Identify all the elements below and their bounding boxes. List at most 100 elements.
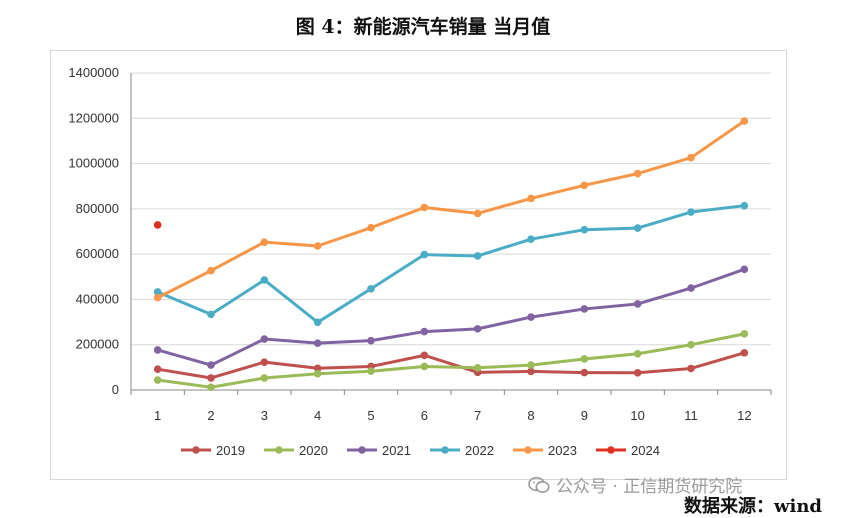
series-2019-point	[313, 364, 322, 373]
x-tick-label: 4	[314, 408, 321, 423]
series-2022-point	[527, 235, 535, 243]
series-2020-point	[367, 367, 375, 376]
legend-label-2024: 2024	[631, 443, 660, 458]
line-chart: 0 200000 400000 600000 800000 1000000 1200000 1…	[68, 65, 772, 458]
x-tick-label: 9	[581, 408, 588, 423]
series-2021-point	[260, 335, 269, 343]
x-tick-label: 11	[684, 408, 698, 423]
series-2019-point	[687, 364, 695, 373]
x-tick-label: 3	[261, 408, 268, 423]
y-tick-label: 400000	[76, 291, 119, 306]
x-tick-label: 1	[154, 408, 161, 423]
series-2021-point	[473, 325, 482, 333]
series-2019-point	[527, 367, 535, 376]
series-2022-point	[420, 250, 429, 259]
x-tick-label: 5	[367, 408, 374, 423]
x-tick-label: 7	[474, 408, 481, 423]
series-2019-line	[157, 351, 745, 380]
series-2020-point	[153, 376, 162, 384]
series-2023-point	[473, 209, 482, 218]
y-tick-label: 600000	[76, 246, 119, 261]
y-tick-label: 0	[112, 382, 119, 397]
legend-label-2021: 2021	[382, 443, 411, 458]
x-tick-label: 2	[207, 408, 214, 423]
series-2023-point	[740, 117, 749, 125]
series-2019-point	[740, 349, 749, 357]
series-2020-point	[633, 349, 642, 358]
x-tick-label: 12	[737, 408, 751, 423]
series-2021-point	[420, 327, 429, 336]
series-2022-point	[260, 276, 269, 284]
watermark: 公众号 · 正信期货研究院	[528, 472, 742, 497]
series-2019-point	[153, 365, 162, 373]
series-2022-point	[740, 201, 749, 210]
legend-label-2023: 2023	[548, 443, 577, 458]
series-2023-point	[313, 242, 322, 250]
series-2021-point	[153, 346, 162, 354]
legend-marker-2019	[192, 446, 200, 454]
y-tick-label: 1400000	[68, 65, 119, 80]
series-2023-point	[580, 181, 589, 190]
series-2022-line	[157, 204, 745, 324]
series-2020-point	[473, 364, 482, 372]
series-2023-point	[420, 203, 429, 212]
y-tick-label: 200000	[76, 337, 119, 352]
series-2020-point	[580, 355, 589, 363]
legend-marker-2022	[441, 446, 449, 454]
series-2023-point	[527, 194, 535, 203]
series-2021-point	[580, 305, 589, 313]
series-2019-point	[260, 358, 269, 366]
series-2022-point	[313, 318, 322, 327]
series-2020-point	[527, 361, 535, 369]
series-2022-point	[473, 252, 482, 260]
series-2020-point	[420, 362, 429, 371]
wechat-icon	[528, 476, 550, 493]
series-2023-line	[156, 119, 746, 299]
watermark-text: 公众号 · 正信期货研究院	[556, 477, 743, 497]
series-2020-point	[740, 330, 749, 338]
series-2019-point	[633, 368, 642, 377]
series-2019-point	[420, 351, 429, 360]
series-2021-point	[740, 265, 749, 274]
y-tick-label: 1000000	[68, 156, 119, 171]
series-2023-point	[367, 223, 375, 232]
series-2023-point	[207, 266, 215, 275]
series-2020-line	[157, 332, 745, 389]
legend-label-2019: 2019	[216, 443, 245, 458]
series-2021-line	[157, 267, 745, 367]
series-2023-point	[687, 153, 695, 162]
series-2022-point	[367, 284, 375, 293]
series-2022-point	[153, 288, 162, 296]
series-2022-point	[207, 310, 215, 319]
legend-marker-2021	[358, 446, 366, 454]
legend-marker-2020	[275, 446, 283, 454]
series-2019-point	[207, 374, 215, 382]
series-2019-point	[580, 368, 589, 377]
series-2020-point	[207, 383, 215, 392]
legend-label-2020: 2020	[299, 443, 328, 458]
series-2022-point	[580, 225, 589, 234]
y-tick-label: 1200000	[68, 110, 119, 125]
series-2020-point	[313, 369, 322, 378]
series-2024-point	[153, 221, 162, 229]
series-2021-point	[313, 339, 322, 347]
y-tick-label: 800000	[76, 201, 119, 216]
series-2020-point	[260, 374, 269, 382]
series-2023-point	[260, 238, 269, 246]
series-2020-point	[687, 340, 695, 349]
series-2023-point	[633, 169, 642, 178]
data-source: 数据来源：wind	[684, 496, 823, 517]
series-2021-point	[633, 300, 642, 308]
series-2023-point	[153, 293, 162, 302]
series-2021-point	[527, 313, 535, 321]
x-tick-label: 8	[527, 408, 534, 423]
series-2021-point	[687, 284, 695, 292]
x-tick-label: 6	[421, 408, 428, 423]
series-2022-point	[633, 224, 642, 232]
legend-marker-2023	[524, 446, 532, 454]
chart-title: 图 4：新能源汽车销量 当月值	[295, 16, 551, 38]
series-2022-point	[687, 208, 695, 216]
series-2021-point	[367, 336, 375, 345]
legend-marker-2024	[607, 446, 615, 454]
series-2021-point	[207, 361, 215, 369]
